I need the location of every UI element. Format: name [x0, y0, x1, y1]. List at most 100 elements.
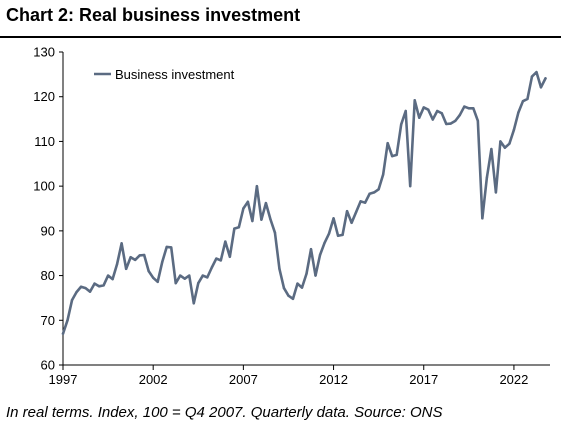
data-point — [287, 294, 290, 297]
data-point — [165, 245, 168, 249]
y-tick-label: 110 — [34, 134, 55, 149]
data-point — [521, 99, 525, 103]
data-point — [332, 217, 335, 220]
data-point — [242, 207, 245, 210]
data-point — [156, 280, 159, 284]
x-tick-label: 2012 — [319, 372, 348, 387]
data-point — [431, 118, 434, 121]
data-point — [133, 258, 137, 262]
data-point — [345, 209, 349, 213]
data-point — [499, 140, 502, 143]
data-point — [183, 277, 186, 280]
data-point — [512, 128, 516, 131]
y-tick-label: 90 — [41, 223, 55, 238]
y-tick-label: 70 — [41, 313, 55, 328]
data-point — [106, 274, 110, 277]
data-point — [197, 281, 200, 285]
data-point — [363, 201, 367, 204]
data-point — [269, 218, 272, 221]
data-point — [251, 219, 254, 223]
data-point — [341, 233, 344, 237]
chart-title: Chart 2: Real business investment — [6, 5, 301, 25]
data-point — [278, 267, 281, 271]
x-tick-label: 2002 — [139, 372, 168, 387]
x-tick-label: 1997 — [49, 372, 78, 387]
data-point — [409, 184, 412, 188]
data-point — [111, 277, 114, 281]
data-point — [300, 286, 304, 289]
data-point — [481, 217, 484, 220]
data-point — [399, 123, 403, 126]
data-point — [129, 256, 132, 259]
data-point — [161, 260, 164, 264]
data-point — [260, 218, 263, 221]
data-point — [494, 191, 498, 194]
data-point — [485, 176, 489, 179]
data-point — [377, 188, 380, 191]
data-point — [463, 105, 466, 108]
data-point — [418, 116, 421, 119]
data-point — [454, 119, 457, 123]
data-point — [75, 290, 78, 294]
data-point — [309, 247, 313, 251]
data-point — [70, 298, 74, 302]
data-point — [282, 286, 286, 290]
data-point — [517, 111, 520, 114]
data-point — [508, 142, 511, 145]
data-point — [503, 146, 507, 149]
data-point — [115, 262, 119, 266]
data-point — [413, 99, 416, 102]
data-point — [354, 210, 358, 214]
data-point — [427, 108, 430, 111]
data-point — [476, 119, 480, 123]
data-point — [372, 191, 376, 194]
x-tick-label: 2007 — [229, 372, 258, 387]
data-point — [210, 266, 214, 269]
x-tick-label: 2017 — [409, 372, 438, 387]
data-point — [544, 77, 547, 80]
data-point — [359, 200, 362, 203]
data-point — [147, 269, 150, 273]
data-point — [458, 113, 462, 117]
data-point — [61, 332, 65, 335]
data-point — [327, 232, 331, 235]
data-point — [88, 290, 92, 293]
data-point — [539, 86, 543, 89]
line-chart: 60 70 80 90 100 110 120 130 1997 2002 2007 2012 2017… — [33, 45, 550, 387]
data-point — [305, 272, 308, 275]
data-point — [291, 297, 295, 301]
data-point — [314, 274, 317, 277]
data-point — [381, 173, 385, 176]
legend-label: Business investment — [115, 67, 235, 82]
series-line-business-investment — [61, 70, 547, 336]
data-point — [102, 284, 105, 287]
data-point — [97, 285, 101, 288]
data-point — [206, 276, 209, 279]
data-point — [255, 184, 259, 188]
data-point — [530, 75, 534, 78]
y-tick-label: 100 — [33, 179, 55, 194]
data-point — [467, 107, 471, 110]
data-point — [170, 246, 173, 249]
data-point — [350, 221, 353, 225]
x-tick-label: 2022 — [499, 372, 528, 387]
data-point — [93, 282, 96, 285]
data-point — [179, 274, 182, 277]
data-point — [79, 285, 83, 288]
data-point — [472, 107, 475, 110]
data-point — [215, 257, 218, 260]
title-rule — [0, 36, 561, 38]
data-point — [445, 122, 448, 126]
data-point — [323, 241, 326, 245]
y-tick-label: 60 — [41, 358, 55, 373]
data-point — [526, 97, 529, 101]
y-tick-label: 120 — [33, 89, 55, 104]
data-point — [84, 286, 87, 290]
y-tick-label: 80 — [41, 268, 55, 283]
data-point — [440, 112, 443, 115]
data-point — [124, 267, 128, 271]
data-point — [138, 254, 141, 257]
data-point — [386, 142, 389, 145]
data-point — [422, 106, 425, 109]
data-point — [66, 319, 69, 322]
